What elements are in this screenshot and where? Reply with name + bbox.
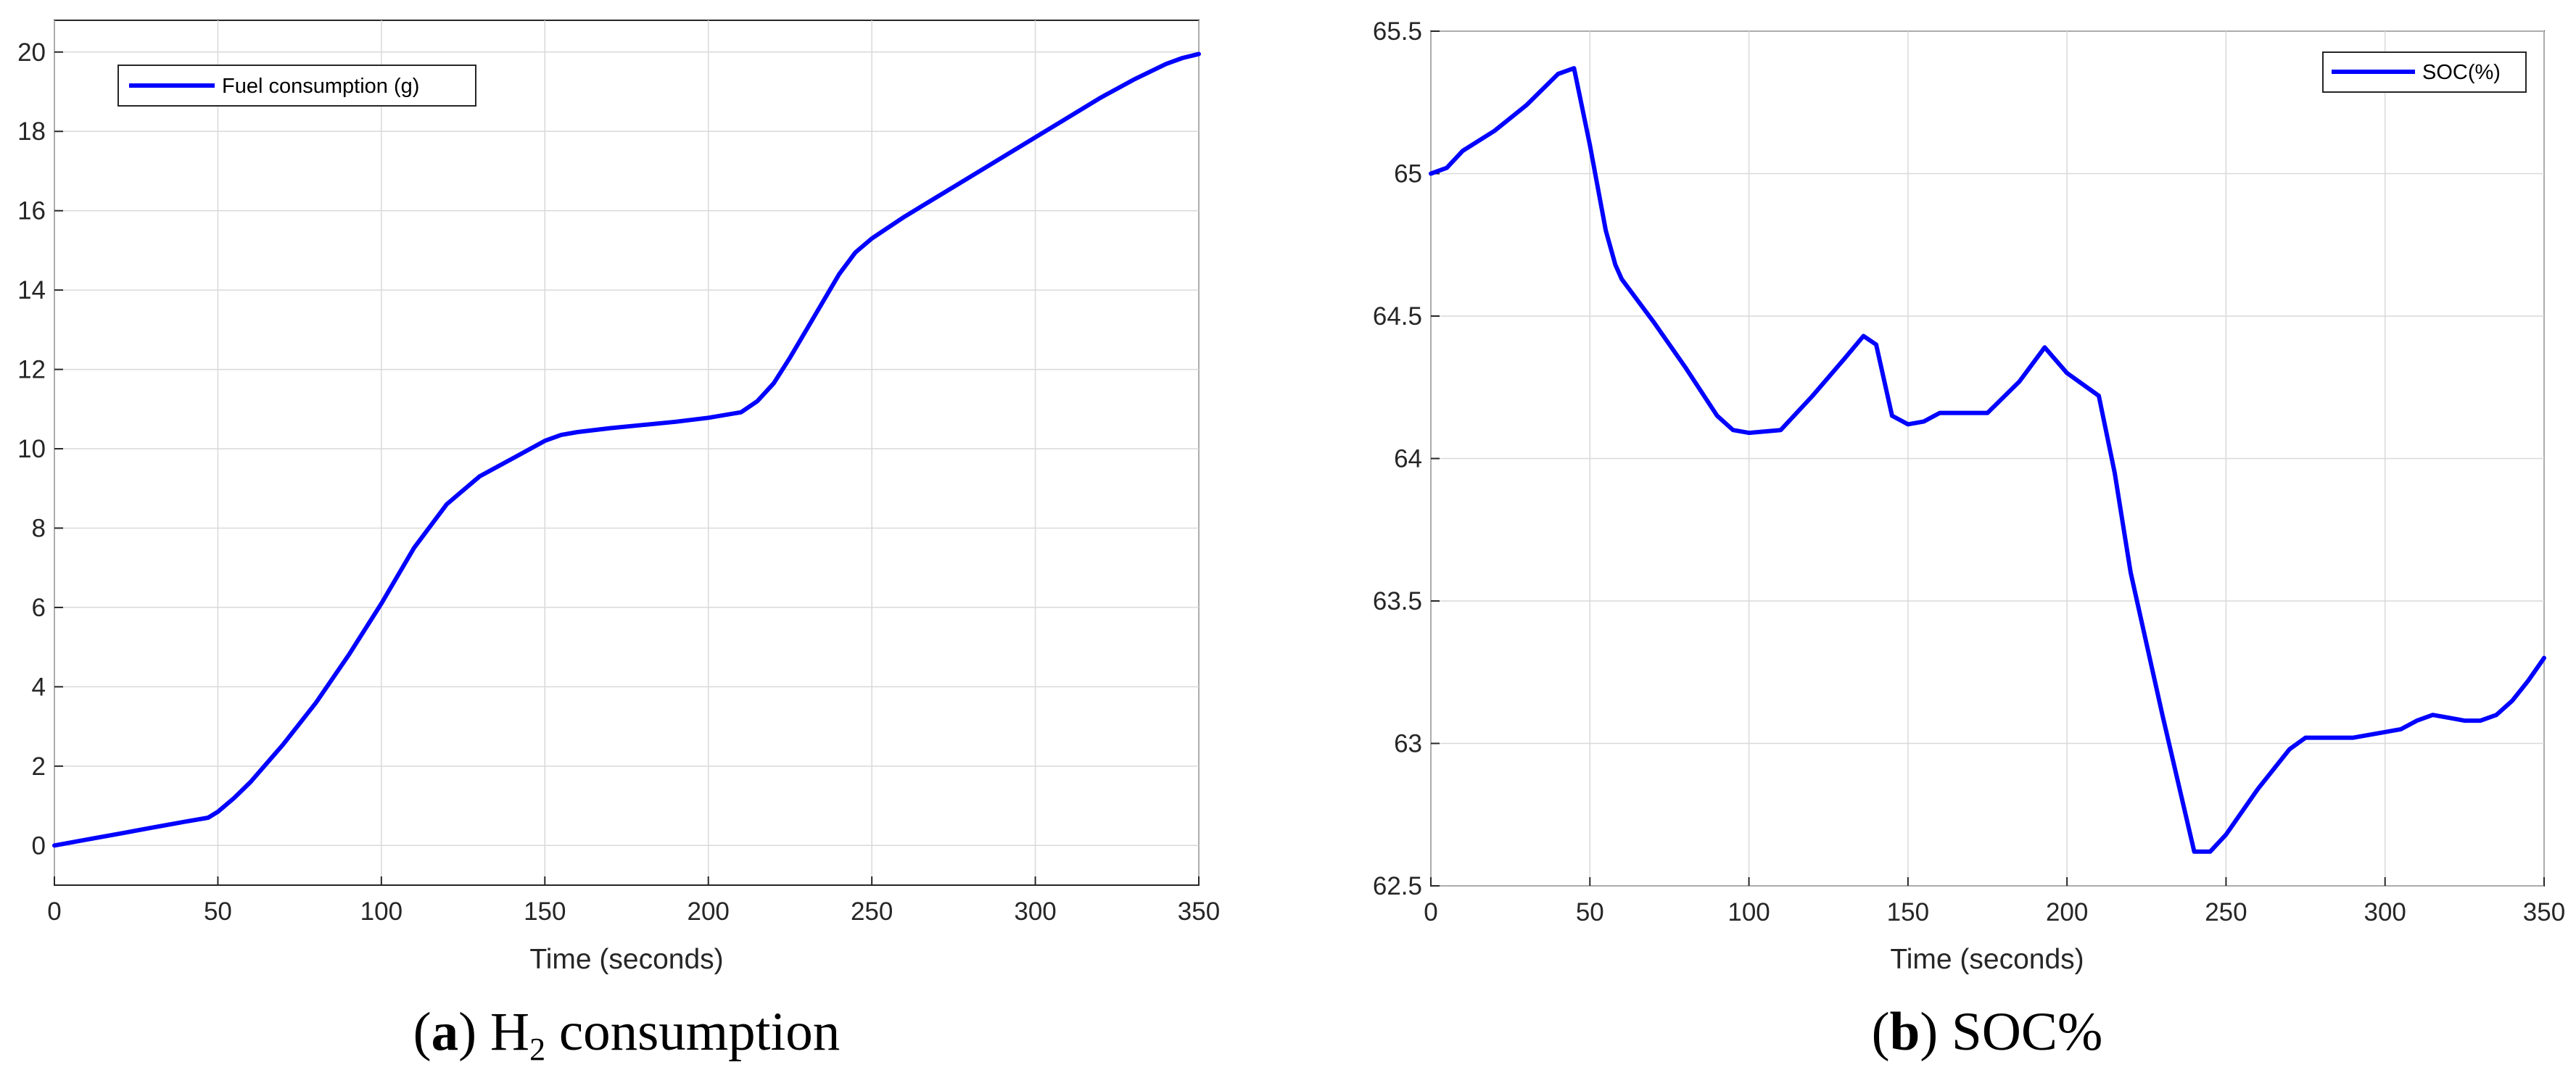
- y-tick-label: 64.5: [1373, 302, 1422, 331]
- grid-b: [1430, 30, 2545, 887]
- soc-line: [1429, 66, 2546, 854]
- y-tick-label: 0: [32, 831, 46, 860]
- y-tick-label: 63.5: [1373, 587, 1422, 615]
- x-tick-label: 0: [1424, 898, 1437, 926]
- caption-a-text-rest: consumption: [545, 1002, 840, 1062]
- x-tick-label: 100: [360, 897, 402, 926]
- y-tick-label: 4: [32, 673, 46, 701]
- x-tick-label: 300: [2364, 898, 2406, 926]
- y-tick-label: 62.5: [1373, 872, 1422, 900]
- caption-a: (a) H2 consumption: [413, 1002, 841, 1067]
- legend-label-fuel: Fuel consumption (g): [222, 75, 419, 98]
- panel-a-fuel-chart: 0 50 100 150 200 250 300 350 0 2 4 6 8 10 12 14 16 18 20 F…: [17, 20, 1220, 975]
- panel-b-soc-chart: 0 50 100 150 200 250 300 350 62.5 63 63.5 64 64.5 65 6…: [1373, 17, 2565, 975]
- y-tick-label: 6: [32, 594, 46, 622]
- x-tick-label: 100: [1727, 898, 1770, 926]
- legend-a: Fuel consumption (g): [117, 65, 476, 107]
- x-tick-label: 0: [47, 897, 61, 926]
- x-tick-label: 350: [2523, 898, 2565, 926]
- caption-a-text-h: H: [476, 1002, 529, 1062]
- ticks-a: 0 50 100 150 200 250 300 350 0 2 4 6 8 10 12 14 16 18 20: [17, 38, 1220, 926]
- caption-a-subscript: 2: [529, 1032, 545, 1067]
- y-tick-label: 65.5: [1373, 17, 1422, 46]
- x-tick-label: 350: [1178, 897, 1220, 926]
- y-tick-label: 63: [1394, 730, 1422, 758]
- x-tick-label: 250: [851, 897, 893, 926]
- y-tick-label: 65: [1394, 160, 1422, 188]
- y-tick-label: 16: [17, 197, 46, 225]
- x-tick-label: 200: [688, 897, 730, 926]
- x-tick-label: 200: [2046, 898, 2088, 926]
- fuel-consumption-line: [52, 51, 1201, 848]
- x-tick-label: 250: [2205, 898, 2247, 926]
- caption-b: (b) SOC%: [1872, 1002, 2103, 1062]
- caption-b-label: b: [1890, 1002, 1920, 1062]
- y-tick-label: 14: [17, 276, 46, 304]
- x-tick-label: 50: [204, 897, 232, 926]
- x-tick-label: 150: [524, 897, 566, 926]
- x-axis-label-a: Time (seconds): [529, 944, 723, 975]
- legend-label-soc: SOC(%): [2422, 61, 2501, 84]
- y-tick-label: 12: [17, 356, 46, 384]
- x-tick-label: 150: [1887, 898, 1929, 926]
- caption-b-text: SOC%: [1938, 1002, 2102, 1062]
- ticks-b: 0 50 100 150 200 250 300 350 62.5 63 63.5 64 64.5 65 6…: [1373, 17, 2565, 926]
- y-tick-label: 10: [17, 435, 46, 463]
- caption-a-label: a: [432, 1002, 459, 1062]
- x-tick-label: 300: [1014, 897, 1056, 926]
- y-tick-label: 8: [32, 514, 46, 542]
- grid-a: [54, 20, 1200, 885]
- y-tick-label: 20: [17, 38, 46, 67]
- legend-b: SOC(%): [2322, 51, 2527, 93]
- x-axis-label-b: Time (seconds): [1890, 944, 2084, 975]
- legend-box-a: [117, 65, 476, 107]
- x-tick-label: 50: [1576, 898, 1604, 926]
- y-tick-label: 64: [1394, 445, 1422, 473]
- y-tick-label: 2: [32, 752, 46, 781]
- plot-area-a: [54, 20, 1200, 886]
- y-tick-label: 18: [17, 117, 46, 146]
